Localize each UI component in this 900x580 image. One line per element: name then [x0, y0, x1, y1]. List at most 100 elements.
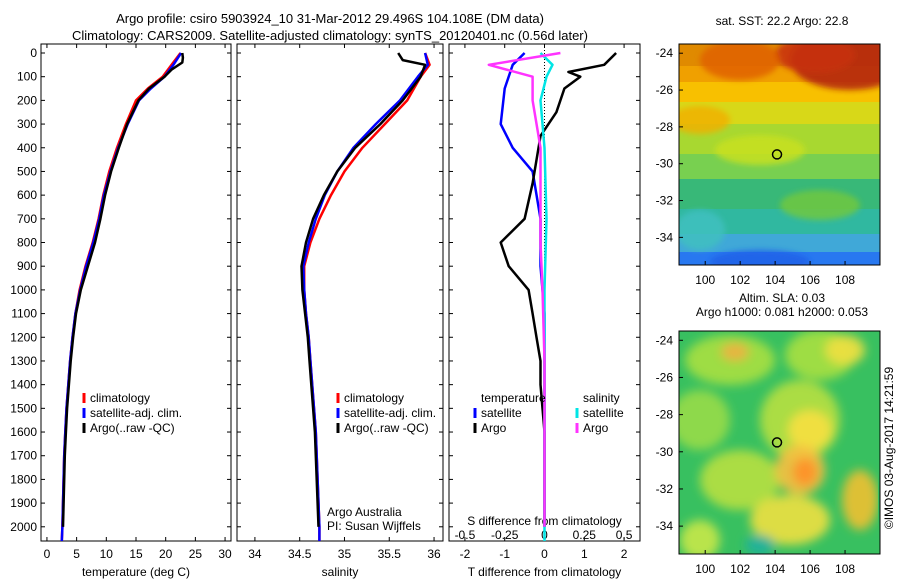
x-tick-label: 106	[800, 562, 820, 576]
x-tick-label: -1	[499, 547, 510, 561]
y-tick-label: 100	[17, 70, 37, 84]
x-tick-label: 20	[159, 547, 173, 561]
x-tick-label: 100	[695, 562, 715, 576]
series-line-satellite-adj-clim-	[302, 52, 430, 541]
credit-text: ©IMOS 03-Aug-2017 14:21:59	[882, 367, 896, 530]
legend-title-temperature: temperature	[481, 391, 546, 405]
y-tick-label: 700	[17, 212, 37, 226]
y-tick-label: -26	[656, 370, 674, 384]
sst-blob	[775, 44, 855, 73]
sst-texture	[679, 44, 880, 265]
y-tick-label: -30	[656, 445, 674, 459]
x-tick-label: 100	[695, 273, 715, 287]
y-tick-label: 1000	[10, 283, 37, 297]
x-tick-label: 102	[730, 273, 750, 287]
y-tick-label: -24	[656, 46, 674, 60]
y-tick-label: -28	[656, 408, 674, 422]
x-tick-label: 0	[541, 547, 548, 561]
legend-label: satellite-adj. clim.	[344, 406, 436, 420]
sst-blob	[715, 135, 805, 165]
x-tick-label: 102	[730, 562, 750, 576]
x-tick-label: 30	[218, 547, 232, 561]
figure-title-line2: Climatology: CARS2009. Satellite-adjuste…	[72, 28, 588, 43]
sst-map-title: sat. SST: 22.2 Argo: 22.8	[716, 14, 849, 28]
y-tick-label: 0	[30, 46, 37, 60]
y-tick-label: 1800	[10, 472, 37, 486]
x-tick-label: 1	[581, 547, 588, 561]
sla-blob	[750, 495, 830, 545]
series-line-salinity-argo	[487, 51, 561, 527]
argo-position-marker	[771, 149, 783, 160]
x-tick-label: -2	[460, 547, 471, 561]
y-tick-label: -26	[656, 83, 674, 97]
y-tick-label: 1500	[10, 401, 37, 415]
sla-blob	[825, 335, 865, 365]
sst-map-frame	[678, 43, 881, 266]
legend-label: Argo	[481, 421, 507, 435]
annotation-text: Argo Australia	[327, 505, 402, 519]
figure-title-line1: Argo profile: csiro 5903924_10 31-Mar-20…	[116, 11, 544, 26]
argo-position-marker	[771, 437, 783, 448]
legend-label: climatology	[90, 391, 150, 405]
x-tick-label: 35.5	[378, 547, 402, 561]
y-tick-label: 1900	[10, 496, 37, 510]
legend-title-salinity: salinity	[583, 391, 620, 405]
x-tick-label: 25	[189, 547, 203, 561]
sst-blob	[710, 250, 810, 265]
y-tick-label: 1400	[10, 378, 37, 392]
x-axis-label: salinity	[322, 565, 359, 579]
y-tick-label: 1700	[10, 449, 37, 463]
y-tick-label: 500	[17, 164, 37, 178]
y-tick-label: 1200	[10, 330, 37, 344]
sst-map-field	[679, 44, 880, 265]
legend-label: satellite	[481, 406, 522, 420]
series-line-climatology	[302, 52, 431, 541]
y-tick-label: 200	[17, 93, 37, 107]
y-tick-label: 300	[17, 117, 37, 131]
sla-blob	[745, 535, 775, 554]
difference-profile-panel: -2 -1 0 1 2 T difference from climatology -0.5…	[448, 43, 641, 579]
y-tick-label: -34	[656, 519, 674, 533]
series-line-argo-raw-qc-	[61, 52, 185, 527]
y-tick-label: -28	[656, 120, 674, 134]
salinity-profile-frame	[236, 43, 444, 542]
y-tick-label: 800	[17, 236, 37, 250]
x-tick-label: 108	[835, 562, 855, 576]
sla-blob	[679, 390, 730, 450]
legend-label: Argo(..raw -QC)	[90, 421, 175, 435]
y-tick-label: 1600	[10, 425, 37, 439]
y-tick-label: -32	[656, 482, 674, 496]
annotation-text: PI: Susan Wijffels	[327, 519, 421, 533]
sla-texture	[679, 331, 878, 554]
x-axis-label: T difference from climatology	[468, 565, 622, 579]
x-tick-label: 106	[800, 273, 820, 287]
y-tick-label: 900	[17, 259, 37, 273]
legend-label: climatology	[344, 391, 404, 405]
top-tick-label: -0.5	[455, 528, 476, 542]
sst-blob	[679, 106, 730, 134]
legend-label: satellite-adj. clim.	[90, 406, 182, 420]
top-tick-label: 0.25	[573, 528, 597, 542]
y-tick-label: 1300	[10, 354, 37, 368]
y-tick-label: -24	[656, 333, 674, 347]
sla-map-title-line2: Argo h1000: 0.081 h2000: 0.053	[696, 305, 868, 319]
sst-blob	[679, 210, 725, 250]
x-tick-label: 34	[248, 547, 262, 561]
x-tick-label: 104	[765, 562, 785, 576]
sla-blob	[721, 343, 749, 361]
x-tick-label: 10	[100, 547, 114, 561]
salinity-profile-panel: 34 34.5 35 35.5 36 salinity climatologysatelli…	[236, 43, 444, 579]
x-tick-label: 0	[44, 547, 51, 561]
series-line-argo-raw-qc-	[300, 52, 427, 527]
temperature-profile-panel: 0100200300400500600700800900100011001200…	[10, 43, 232, 579]
y-tick-label: 1100	[11, 307, 37, 321]
x-tick-label: 104	[765, 273, 785, 287]
series-line-temperature-satellite	[499, 52, 546, 527]
top-tick-label: -0.25	[491, 528, 519, 542]
sla-map-panel: 100 102 104 106 108 -24 -26 -28 -30 -32 -34	[656, 330, 881, 576]
sla-map-title-line1: Altim. SLA: 0.03	[739, 291, 825, 305]
x-tick-label: 35	[338, 547, 352, 561]
sst-band	[679, 234, 880, 253]
x-axis-label: temperature (deg C)	[82, 565, 190, 579]
